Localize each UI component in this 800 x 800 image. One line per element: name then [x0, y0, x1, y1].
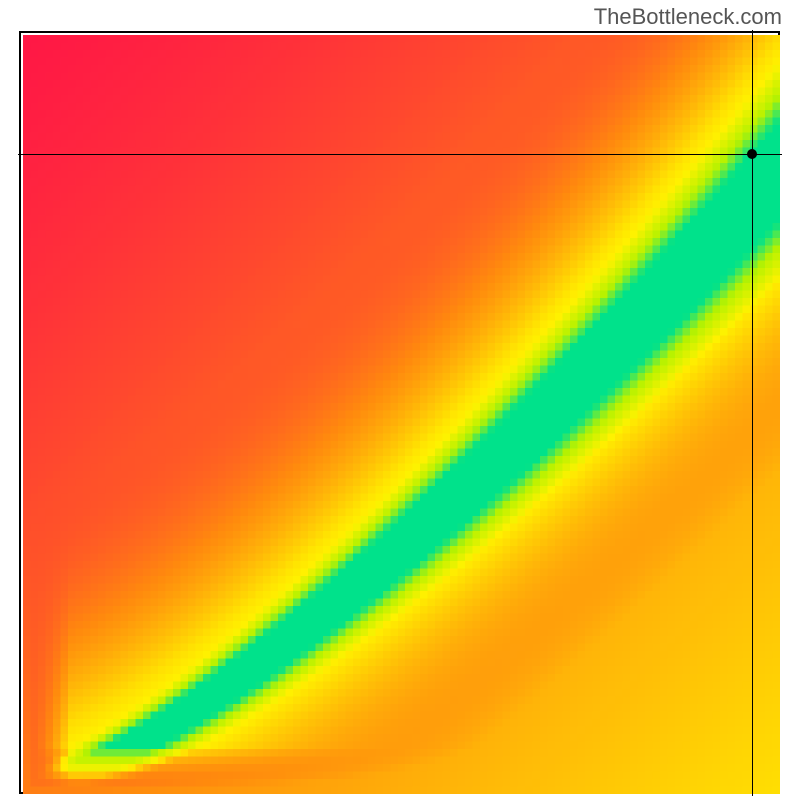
heatmap-area: [23, 35, 780, 794]
heatmap-canvas: [23, 35, 780, 794]
crosshair-marker: [747, 149, 757, 159]
chart-container: TheBottleneck.com: [0, 0, 800, 800]
crosshair-horizontal: [18, 154, 782, 155]
watermark-text: TheBottleneck.com: [594, 4, 782, 30]
chart-frame: [19, 31, 780, 794]
crosshair-vertical: [752, 30, 753, 796]
